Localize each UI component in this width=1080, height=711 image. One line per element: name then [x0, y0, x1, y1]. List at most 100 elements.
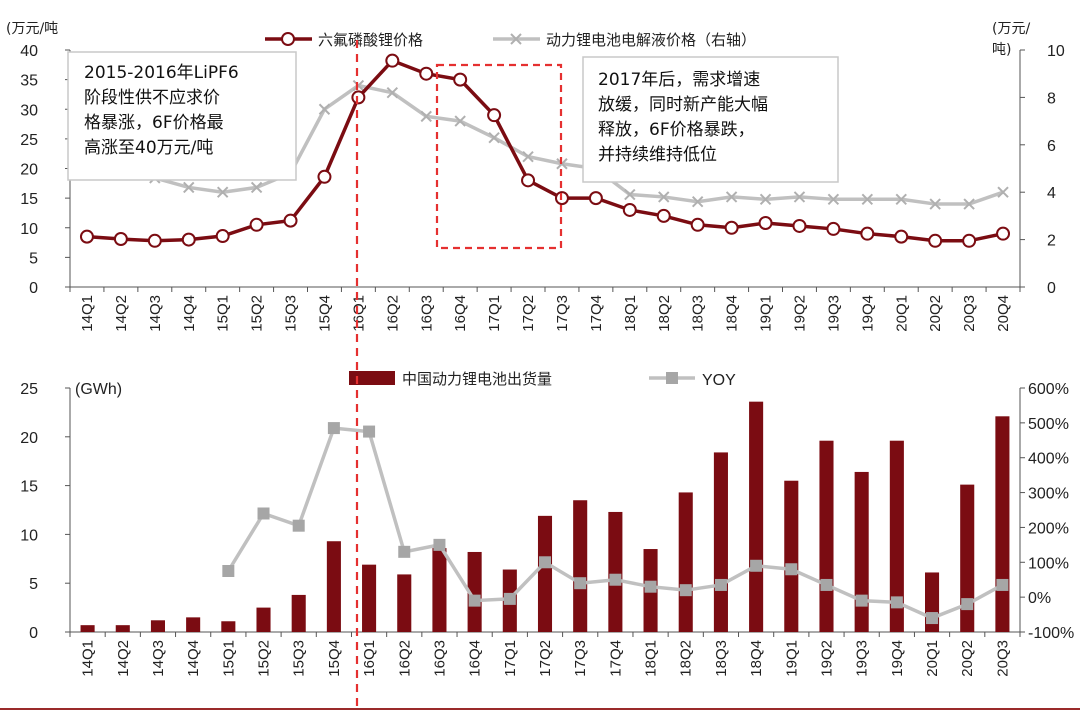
top-x-tick-label: 19Q2: [791, 295, 808, 332]
annotation-text-price-drop: 并持续维持低位: [598, 145, 717, 165]
bottom-x-tick-label: 20Q1: [924, 640, 941, 677]
annotation-text-price-drop: 释放，6F价格暴跌，: [598, 120, 755, 140]
bottom-x-tick-label: 16Q3: [431, 640, 448, 677]
top-x-tick-label: 14Q3: [147, 295, 164, 332]
bottom-x-tick-label: 14Q3: [150, 640, 167, 677]
top-right-tick-label: 2: [1047, 233, 1056, 250]
yoy-point: [363, 425, 376, 438]
top-x-tick-label: 17Q2: [520, 295, 537, 332]
top-x-tick-label: 16Q3: [418, 295, 435, 332]
yoy-point: [398, 545, 411, 558]
top-x-tick-label: 20Q3: [961, 295, 978, 332]
shipment-bar: [784, 480, 799, 632]
top-left-tick-label: 10: [20, 221, 38, 238]
legend-marker-lipf6: [281, 32, 295, 46]
yoy-point: [539, 556, 551, 569]
bottom-left-tick-label: 0: [29, 625, 38, 642]
top-x-tick-label: 14Q1: [79, 295, 96, 332]
shipment-bar: [960, 484, 975, 632]
top-x-tick-label: 15Q3: [283, 295, 300, 332]
bottom-right-tick-label: 400%: [1028, 451, 1069, 468]
yoy-point: [644, 580, 657, 593]
annotation-text-price-surge: 高涨至40万元/吨: [84, 138, 213, 158]
electrolyte-price-point: [624, 188, 636, 201]
lipf6-price-point: [792, 218, 807, 233]
shipment-bar: [150, 620, 165, 632]
yoy-point: [503, 592, 516, 605]
bottom-x-tick-label: 18Q1: [643, 640, 660, 677]
electrolyte-price-point: [793, 191, 806, 203]
electrolyte-price-point: [250, 181, 263, 194]
highlight-box-price-decline: [435, 63, 563, 250]
yoy-point: [679, 584, 692, 597]
electrolyte-price-point: [861, 193, 874, 206]
bottom-x-tick-label: 14Q1: [80, 640, 97, 677]
electrolyte-price-point: [929, 198, 941, 210]
top-x-tick-label: 19Q3: [825, 295, 842, 332]
electrolyte-price-point: [725, 191, 738, 203]
lipf6-price-point: [690, 217, 705, 232]
electrolyte-price-point: [691, 195, 704, 208]
electrolyte-price-point: [183, 181, 195, 194]
annotation-text-price-drop: 2017年后，需求增速: [598, 70, 760, 90]
yoy-point: [468, 594, 481, 607]
top-x-tick-label: 19Q1: [758, 295, 775, 332]
shipment-bar: [326, 541, 341, 632]
legend-label-lipf6: 六氟磷酸锂价格: [318, 31, 423, 49]
top-x-tick-label: 14Q4: [181, 295, 198, 332]
shipment-bar: [854, 471, 869, 632]
yoy-point: [574, 577, 587, 590]
legend-label-electrolyte: 动力锂电池电解液价格（右轴）: [546, 31, 756, 49]
shipment-bar: [819, 440, 834, 632]
legend-label-shipments: 中国动力锂电池出货量: [402, 370, 552, 388]
shipment-bar: [608, 511, 623, 632]
top-x-tick-label: 16Q4: [452, 295, 469, 332]
bottom-x-tick-label: 16Q1: [361, 640, 378, 677]
yoy-point: [785, 563, 798, 576]
electrolyte-price-point: [386, 86, 399, 99]
top-right-tick-label: 0: [1047, 280, 1056, 297]
lipf6-price-point: [79, 229, 94, 244]
yoy-point: [609, 573, 622, 586]
bottom-left-tick-label: 15: [20, 479, 38, 496]
shipment-bar: [186, 617, 201, 632]
annotation-box-price-drop: [582, 56, 839, 183]
top-left-tick-label: 15: [20, 191, 38, 208]
bottom-x-tick-label: 16Q4: [467, 640, 484, 677]
electrolyte-price-point: [895, 193, 907, 206]
top-x-tick-label: 17Q1: [486, 295, 503, 332]
yoy-point: [222, 565, 235, 577]
top-x-tick-label: 18Q4: [724, 295, 741, 332]
bottom-x-tick-label: 15Q4: [326, 640, 343, 677]
shipment-bar: [467, 551, 482, 632]
shipment-bar: [115, 625, 130, 632]
annotation-text-price-drop: 放缓，同时新产能大幅: [598, 95, 768, 115]
top-left-tick-label: 30: [20, 102, 38, 119]
bottom-left-tick-label: 20: [20, 430, 38, 447]
yoy-point: [292, 519, 305, 532]
shipment-bar: [678, 492, 693, 632]
bottom-x-tick-label: 20Q2: [959, 640, 976, 677]
bottom-right-tick-label: 200%: [1028, 520, 1069, 537]
annotation-text-price-surge: 阶段性供不应求价: [84, 88, 220, 108]
lipf6-price-point: [962, 233, 977, 248]
lipf6-price-point: [283, 213, 298, 228]
shipment-bar: [713, 452, 728, 632]
electrolyte-price-point: [759, 193, 772, 206]
bottom-x-tick-label: 15Q3: [291, 640, 308, 677]
lipf6-price-point: [181, 232, 196, 247]
legend-marker-electrolyte: [510, 33, 522, 45]
top-x-tick-label: 17Q3: [554, 295, 571, 332]
legend-swatch-shipments: [349, 371, 395, 385]
top-right-tick-label: 10: [1047, 43, 1065, 60]
shipment-bar: [291, 594, 306, 632]
shipment-bar: [995, 416, 1010, 632]
shipment-bar: [80, 625, 95, 632]
shipment-bar: [749, 401, 764, 632]
lipf6-price-point: [249, 217, 264, 232]
top-x-tick-label: 20Q1: [893, 295, 910, 332]
series-line-electrolyte-price: [86, 83, 1004, 206]
legend-marker-yoy: [666, 372, 678, 384]
yoy-point: [714, 578, 727, 591]
